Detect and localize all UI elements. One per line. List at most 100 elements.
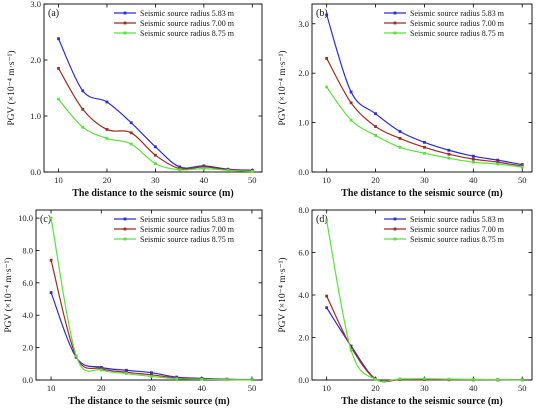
data-point xyxy=(349,348,353,352)
x-tick-label: 40 xyxy=(200,175,209,185)
data-point xyxy=(325,56,329,60)
y-tick-label: 2.0 xyxy=(298,68,309,78)
data-point xyxy=(325,306,329,310)
x-tick-label: 10 xyxy=(47,383,56,393)
data-point xyxy=(202,167,206,171)
legend-marker xyxy=(123,227,127,231)
legend-label: Seismic source radius 8.75 m xyxy=(140,235,235,244)
data-point xyxy=(423,377,426,381)
data-point xyxy=(447,377,451,381)
series-line-2 xyxy=(50,260,252,381)
x-tick-label: 10 xyxy=(322,383,331,393)
data-point xyxy=(398,137,402,140)
data-point xyxy=(325,219,329,223)
data-point xyxy=(447,152,451,156)
legend-label: Seismic source radius 8.75 m xyxy=(140,29,235,38)
data-point xyxy=(374,125,377,128)
data-point xyxy=(105,137,109,140)
legend-marker xyxy=(393,217,397,221)
panel-label: (d) xyxy=(316,214,328,225)
data-point xyxy=(520,378,524,382)
data-point xyxy=(496,162,500,166)
x-axis-title: The distance to the seismic source (m) xyxy=(72,188,233,199)
data-point xyxy=(49,216,53,220)
panel-label: (b) xyxy=(316,8,328,19)
panel-label: (a) xyxy=(48,8,59,19)
legend-label: Seismic source radius 5.83 m xyxy=(410,215,505,224)
data-point xyxy=(175,377,179,381)
y-tick-label: 3.0 xyxy=(298,19,309,29)
y-tick-label: 3.0 xyxy=(30,0,41,9)
data-point xyxy=(250,378,254,382)
data-point xyxy=(150,373,153,377)
legend-marker xyxy=(393,11,397,15)
series-line-3 xyxy=(58,98,253,173)
y-tick-label: 1.0 xyxy=(30,111,41,121)
series-line-1 xyxy=(57,38,253,171)
y-tick-label: 0.0 xyxy=(30,167,41,177)
x-axis-title: The distance to the seismic source (m) xyxy=(341,188,502,199)
y-tick-label: 0.0 xyxy=(298,167,309,177)
data-point xyxy=(374,134,377,137)
x-tick-label: 20 xyxy=(97,383,106,393)
series-line-2 xyxy=(326,58,523,167)
data-point xyxy=(129,121,133,125)
x-tick-label: 40 xyxy=(197,383,206,393)
data-point xyxy=(447,148,451,152)
data-point xyxy=(471,160,475,164)
data-point xyxy=(125,372,128,375)
y-tick-label: 6.0 xyxy=(22,278,33,288)
x-tick-label: 30 xyxy=(147,383,156,393)
data-point xyxy=(349,101,353,105)
y-tick-label: 0.0 xyxy=(298,375,309,385)
data-point xyxy=(57,97,60,101)
y-tick-label: 10.0 xyxy=(18,213,33,223)
legend-label: Seismic source radius 7.00 m xyxy=(140,225,235,234)
data-point xyxy=(57,37,60,41)
data-point xyxy=(398,130,402,133)
legend-label: Seismic source radius 5.83 m xyxy=(410,9,505,18)
plot-frame xyxy=(311,3,533,173)
data-point xyxy=(57,67,60,70)
legend-label: Seismic source radius 8.75 m xyxy=(410,235,505,244)
data-point xyxy=(325,85,329,89)
y-tick-label: 4.0 xyxy=(298,290,309,300)
x-tick-label: 50 xyxy=(518,175,527,185)
series-line-3 xyxy=(326,220,523,382)
y-axis-title: PGV (×10⁻⁴ m·s⁻¹) xyxy=(6,50,17,125)
data-point xyxy=(398,145,402,149)
data-point xyxy=(202,165,206,169)
data-point xyxy=(447,156,451,160)
data-point xyxy=(200,377,204,381)
legend-marker xyxy=(123,217,127,221)
data-point xyxy=(423,151,426,155)
x-tick-label: 50 xyxy=(518,383,527,393)
plot-frame xyxy=(43,3,263,173)
chart-panel-1: 10 20 30 40 50 0.0 1.0 2.0 3.0 The distance to th… xyxy=(6,0,263,199)
data-point xyxy=(496,378,500,381)
y-axis-title: PGV (×10⁻⁴ m·s⁻¹) xyxy=(3,257,14,332)
legend-label: Seismic source radius 5.83 m xyxy=(140,9,235,18)
data-point xyxy=(225,378,229,382)
y-tick-label: 6.0 xyxy=(298,248,309,258)
x-tick-label: 10 xyxy=(54,175,63,185)
x-tick-label: 50 xyxy=(248,175,257,185)
legend-marker xyxy=(393,21,397,25)
y-tick-label: 2.0 xyxy=(298,333,309,343)
legend-label: Seismic source radius 5.83 m xyxy=(140,215,235,224)
data-point xyxy=(129,142,133,146)
data-point xyxy=(520,165,524,169)
data-point xyxy=(154,145,157,149)
data-point xyxy=(496,160,500,164)
x-tick-label: 20 xyxy=(371,383,380,393)
data-point xyxy=(471,157,475,161)
data-point xyxy=(154,153,157,157)
data-point xyxy=(496,158,500,162)
data-point xyxy=(81,125,85,129)
x-tick-label: 30 xyxy=(420,383,429,393)
data-point xyxy=(150,371,153,375)
x-tick-label: 50 xyxy=(248,383,257,393)
data-point xyxy=(423,140,426,144)
data-point xyxy=(129,131,133,135)
